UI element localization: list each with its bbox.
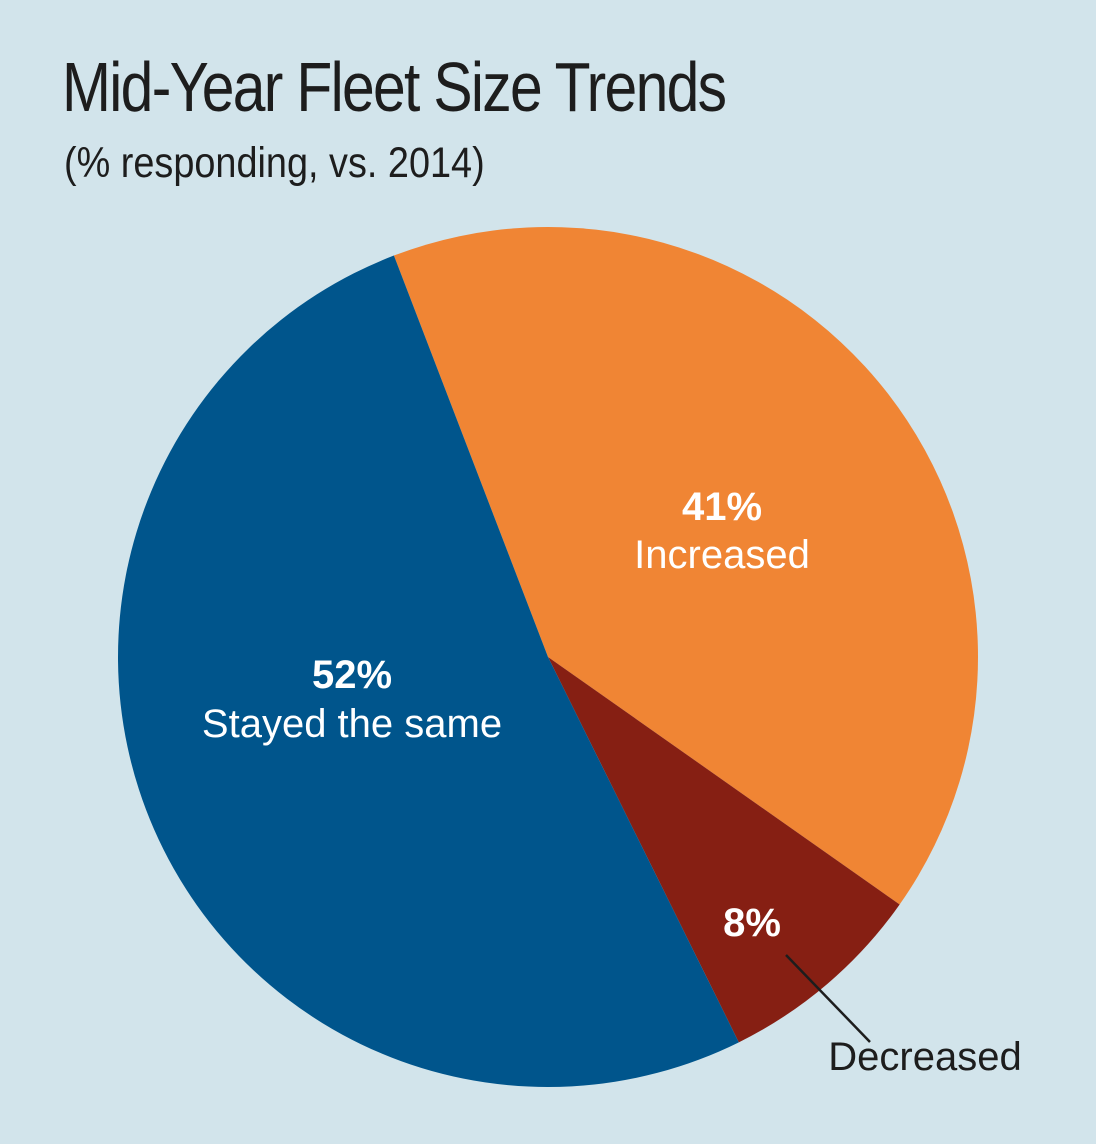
pie-slice-stayed-the-same (118, 255, 739, 1087)
chart-subtitle: (% responding, vs. 2014) (64, 139, 485, 187)
pie-slice-increased (393, 226, 978, 905)
slice-value-label-stayed: 52% (312, 653, 392, 697)
chart-title: Mid-Year Fleet Size Trends (62, 48, 727, 126)
pie-slices (118, 226, 978, 1087)
slice-name-label-decreased: Decreased (828, 1035, 1021, 1079)
pie-slice-decreased (548, 657, 900, 1043)
decreased-leader-line (785, 954, 871, 1043)
slice-value-label-decreased: 8% (723, 901, 781, 945)
slice-name-label-increased: Increased (634, 533, 810, 577)
slice-value-label-increased: 41% (682, 485, 762, 529)
slice-name-label-stayed: Stayed the same (202, 702, 502, 746)
